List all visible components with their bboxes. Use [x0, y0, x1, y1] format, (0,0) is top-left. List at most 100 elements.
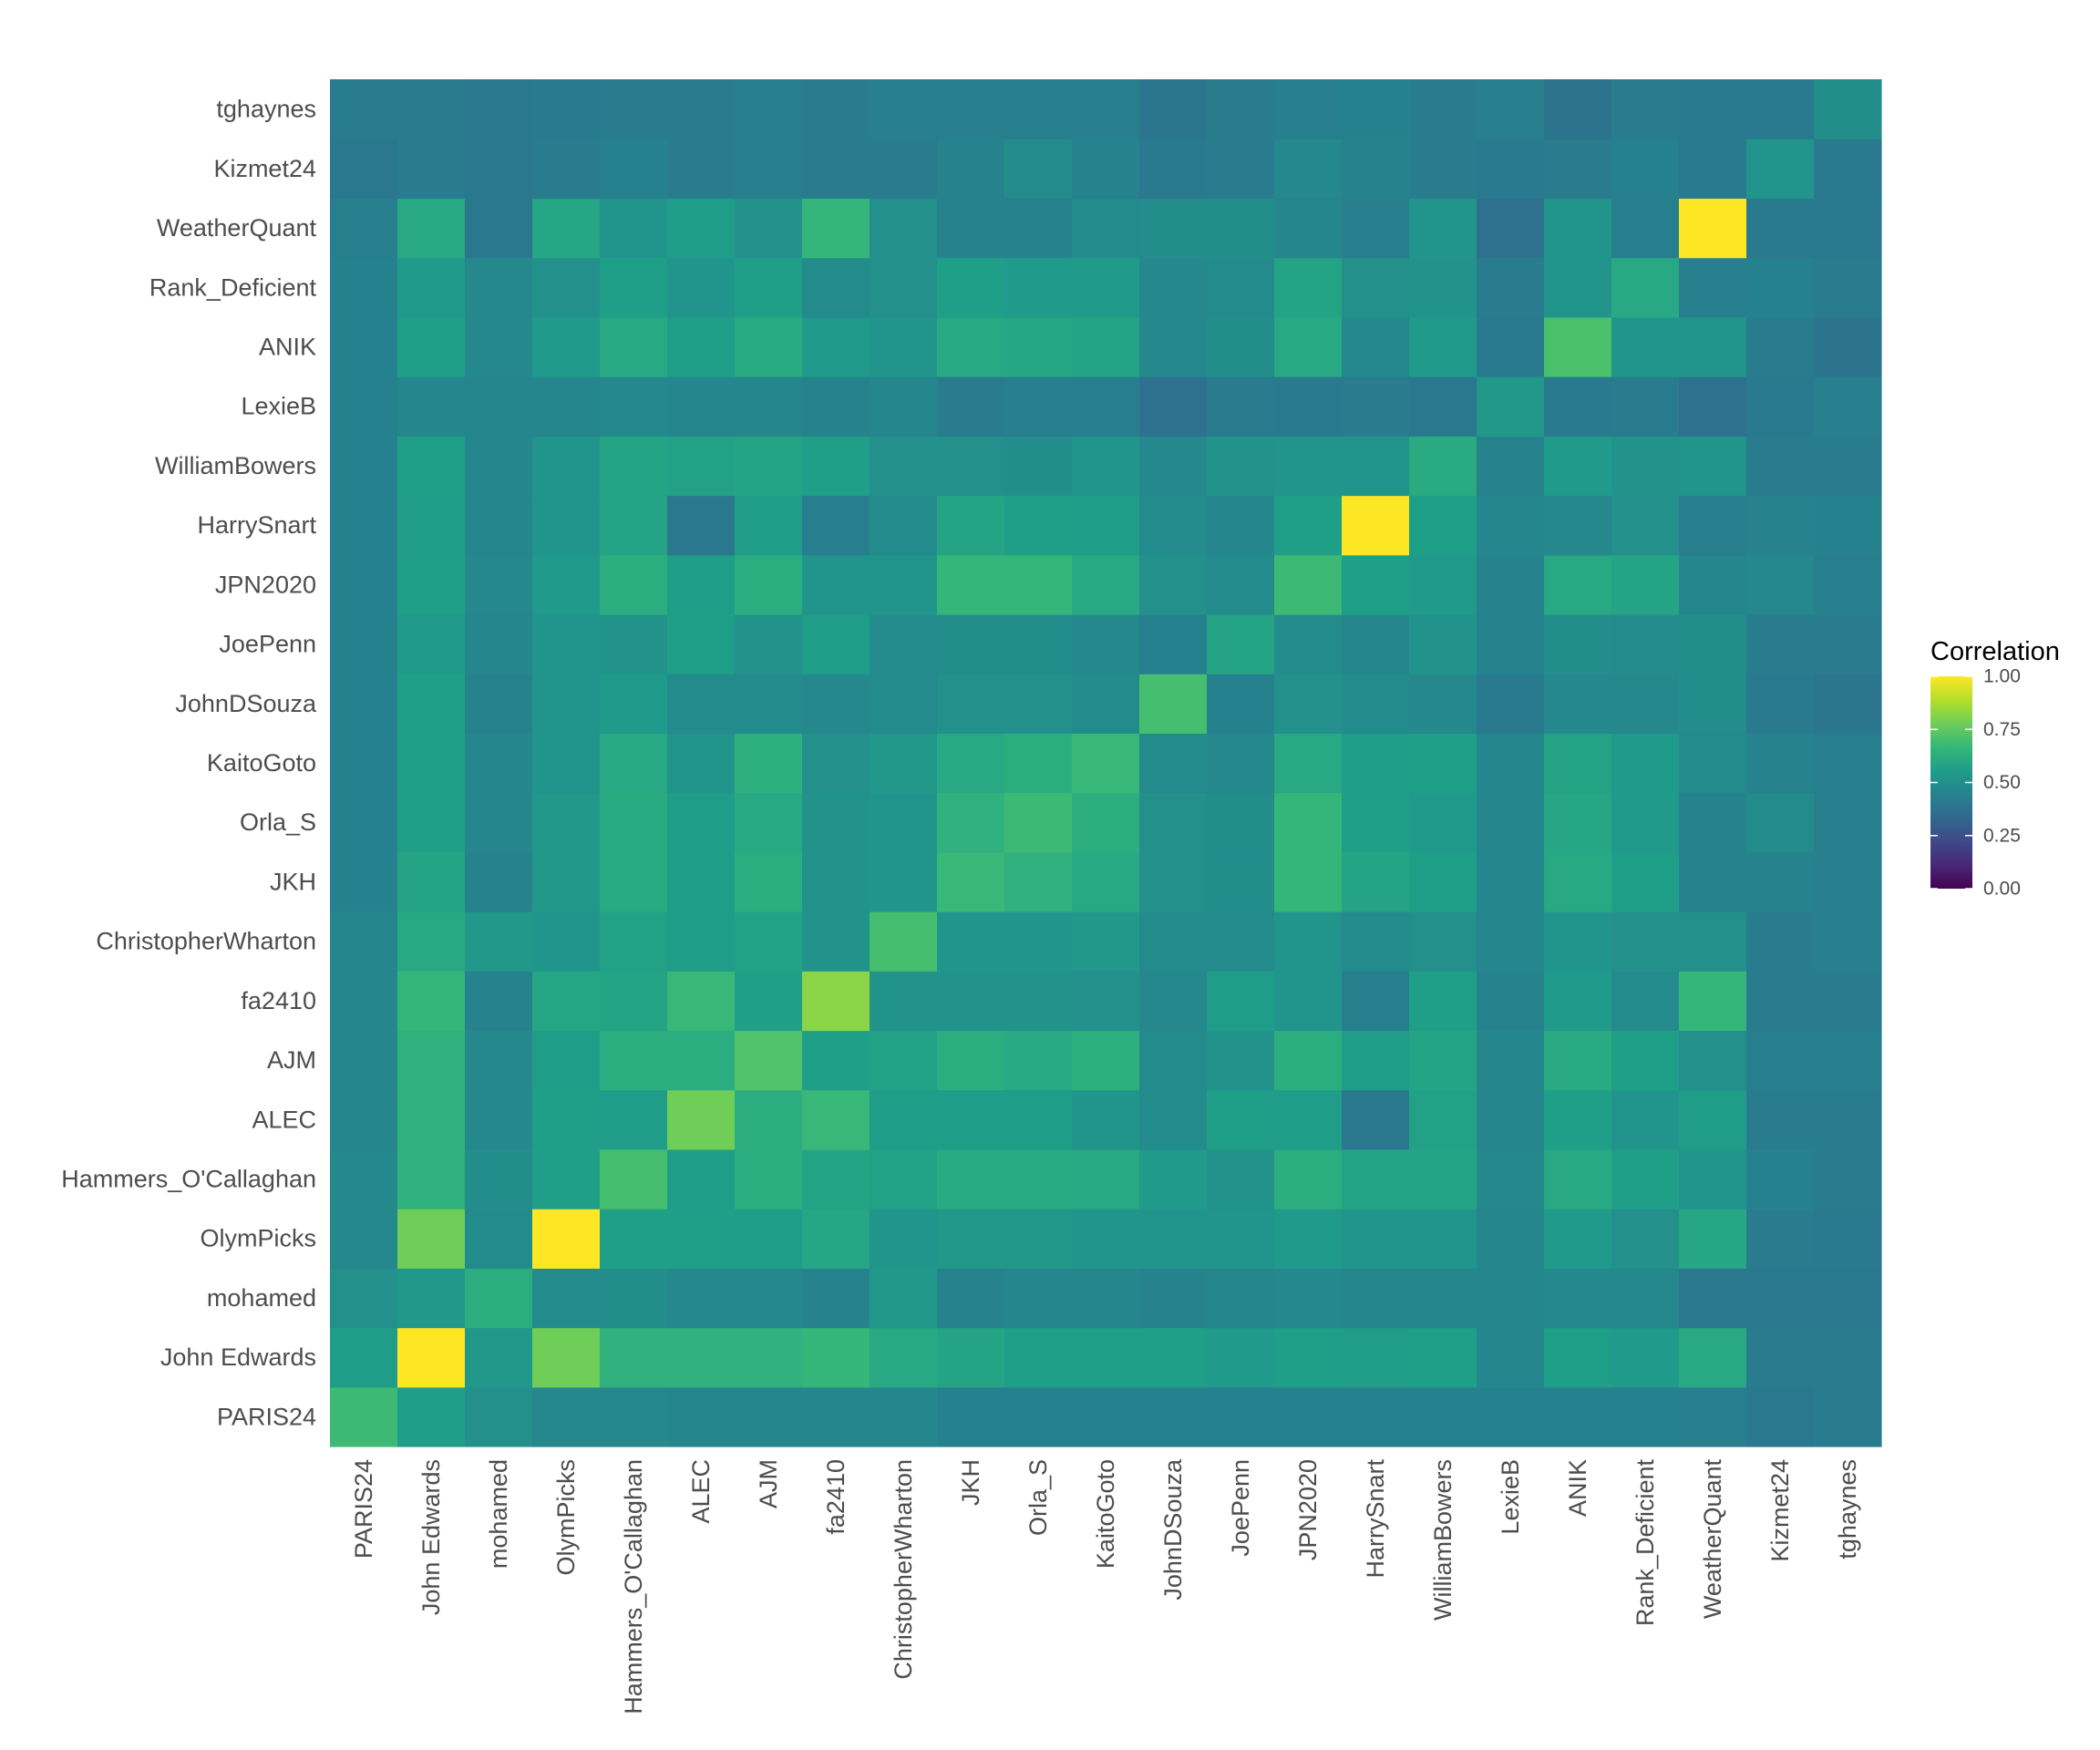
- heatmap-cell: [667, 1386, 736, 1447]
- heatmap-cell: [1072, 613, 1140, 674]
- heatmap-cell: [465, 1148, 533, 1210]
- y-tick-label: mohamed: [207, 1284, 316, 1312]
- heatmap-cell: [330, 1386, 398, 1447]
- heatmap-cell: [532, 1030, 601, 1091]
- heatmap-cell: [1274, 911, 1343, 972]
- heatmap-cell: [600, 139, 668, 200]
- heatmap-cell: [1139, 554, 1208, 615]
- heatmap-cell: [1746, 911, 1815, 972]
- heatmap-cell: [1139, 1030, 1208, 1091]
- heatmap-cell: [1814, 436, 1882, 497]
- heatmap-cell: [465, 554, 533, 615]
- heatmap-cell: [667, 79, 736, 139]
- heatmap-cell: [465, 436, 533, 497]
- heatmap-cell: [1139, 1386, 1208, 1447]
- heatmap-cell: [397, 1268, 466, 1329]
- heatmap-cell: [870, 1268, 938, 1329]
- heatmap-cell: [1544, 257, 1612, 318]
- heatmap-cell: [465, 1089, 533, 1150]
- heatmap-cell: [1611, 851, 1680, 912]
- heatmap-cell: [1342, 139, 1410, 200]
- heatmap-cell: [1274, 1268, 1343, 1329]
- heatmap-cell: [1207, 851, 1275, 912]
- heatmap-cell: [532, 674, 601, 734]
- y-tick-label: JKH: [270, 868, 316, 895]
- heatmap-cell: [870, 495, 938, 556]
- heatmap-cell: [1746, 495, 1815, 556]
- heatmap-cell: [1207, 911, 1275, 972]
- heatmap-cell: [870, 1386, 938, 1447]
- heatmap-cell: [937, 733, 1005, 794]
- heatmap-cell: [1746, 554, 1815, 615]
- heatmap-cell: [397, 733, 466, 794]
- x-tick-label: WeatherQuant: [1699, 1459, 1726, 1620]
- heatmap-cell: [937, 436, 1005, 497]
- heatmap-cell: [1342, 1209, 1410, 1269]
- heatmap-cell: [735, 613, 803, 674]
- heatmap-cell: [532, 139, 601, 200]
- heatmap-cell: [937, 1268, 1005, 1329]
- heatmap-cell: [397, 1148, 466, 1210]
- heatmap-cell: [1274, 316, 1343, 377]
- heatmap-cell: [1274, 257, 1343, 318]
- heatmap-cell: [1139, 911, 1208, 972]
- legend-tick-label: 1.00: [1983, 666, 2021, 687]
- heatmap-cell: [802, 79, 870, 139]
- heatmap-cell: [802, 436, 870, 497]
- heatmap-cell: [735, 1148, 803, 1210]
- heatmap-cell: [1814, 851, 1882, 912]
- heatmap-cell: [735, 436, 803, 497]
- heatmap-cell: [1544, 316, 1612, 377]
- heatmap-cell: [1207, 436, 1275, 497]
- heatmap-cell: [1679, 911, 1747, 972]
- heatmap-cell: [802, 257, 870, 318]
- heatmap-cell: [1207, 1327, 1275, 1388]
- heatmap-cell: [1139, 1209, 1208, 1269]
- heatmap-cell: [1409, 792, 1477, 853]
- heatmap-cell: [532, 79, 601, 139]
- heatmap-cell: [937, 554, 1005, 615]
- heatmap-cell: [1544, 436, 1612, 497]
- heatmap-cell: [1611, 674, 1680, 734]
- x-tick-label: PARIS24: [350, 1459, 377, 1559]
- y-tick-label: Orla_S: [240, 808, 316, 836]
- heatmap-cell: [1342, 971, 1410, 1032]
- heatmap-cell: [1072, 316, 1140, 377]
- heatmap-cell: [870, 1209, 938, 1269]
- x-tick-label: AJM: [755, 1459, 782, 1508]
- heatmap-cell: [397, 436, 466, 497]
- heatmap-cell: [937, 257, 1005, 318]
- heatmap-cell: [802, 376, 870, 437]
- heatmap-cell: [330, 1030, 398, 1091]
- heatmap-cell: [1274, 1148, 1343, 1210]
- heatmap-cell: [1814, 911, 1882, 972]
- heatmap-cell: [667, 495, 736, 556]
- heatmap-cell: [1544, 971, 1612, 1032]
- heatmap-cell: [667, 911, 736, 972]
- heatmap-cell: [870, 613, 938, 674]
- heatmap-cell: [735, 1209, 803, 1269]
- heatmap-cell: [802, 139, 870, 200]
- heatmap-cell: [802, 911, 870, 972]
- legend-tick-label: 0.50: [1983, 772, 2021, 793]
- heatmap-cell: [1072, 1268, 1140, 1329]
- heatmap-cell: [1814, 198, 1882, 259]
- heatmap-cell: [1814, 495, 1882, 556]
- heatmap-cell: [735, 733, 803, 794]
- heatmap-cell: [330, 1209, 398, 1269]
- heatmap-cell: [1679, 257, 1747, 318]
- heatmap-cell: [330, 1268, 398, 1329]
- heatmap-cell: [870, 79, 938, 139]
- y-tick-label: PARIS24: [217, 1403, 316, 1430]
- heatmap-cell: [1072, 1089, 1140, 1150]
- x-tick-label: John Edwards: [417, 1459, 445, 1615]
- heatmap-cell: [1409, 911, 1477, 972]
- heatmap-cell: [397, 1327, 466, 1388]
- heatmap-cell: [1611, 376, 1680, 437]
- heatmap-cell: [397, 1030, 466, 1091]
- heatmap-cell: [1274, 971, 1343, 1032]
- heatmap-cell: [1477, 376, 1545, 437]
- heatmap-cell: [1342, 198, 1410, 259]
- heatmap-cell: [1072, 139, 1140, 200]
- heatmap-cell: [600, 376, 668, 437]
